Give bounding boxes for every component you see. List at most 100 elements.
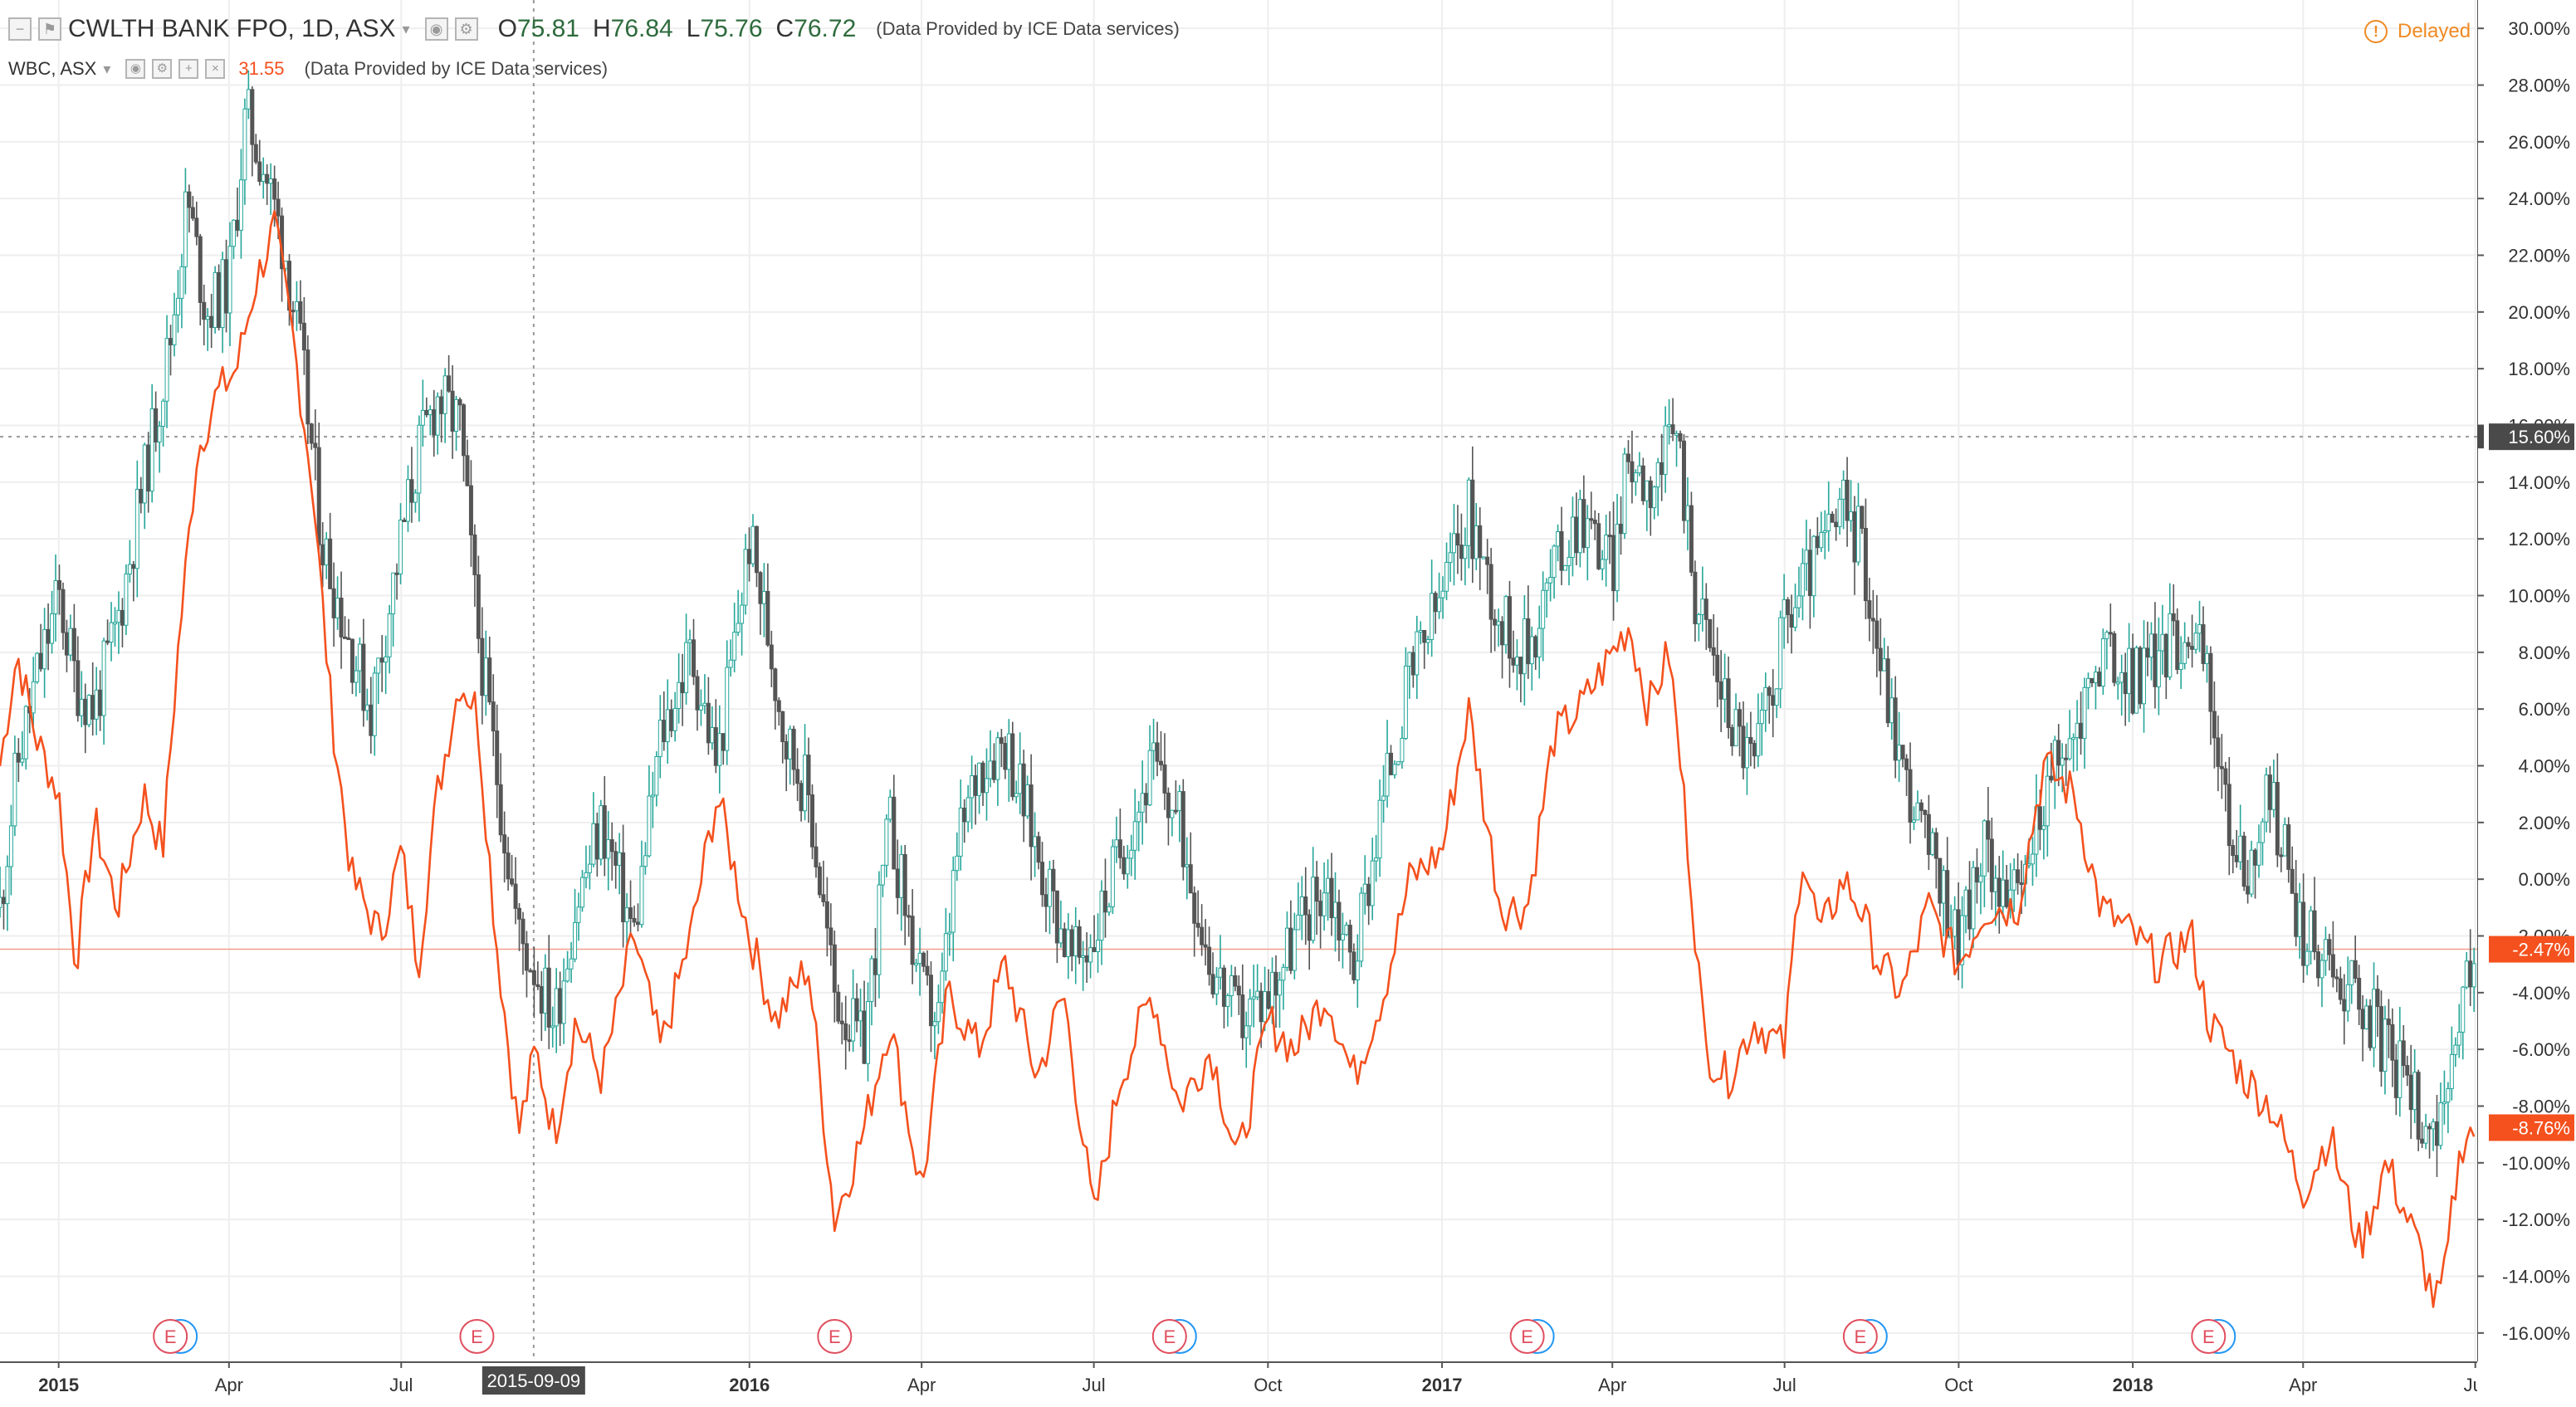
- collapse-icon[interactable]: −: [8, 17, 32, 41]
- eye-icon[interactable]: ◉: [425, 17, 448, 41]
- candle-body: [2235, 856, 2238, 862]
- candle-body: [981, 763, 985, 792]
- candle-body: [651, 795, 654, 797]
- candle-body: [147, 445, 150, 491]
- candle-body: [139, 489, 143, 502]
- candle-body: [1489, 564, 1493, 619]
- price-tick-label: 24.00%: [2508, 188, 2570, 209]
- chevron-down-icon[interactable]: ▾: [103, 61, 110, 78]
- candle-body: [759, 573, 762, 603]
- candle-body: [944, 934, 947, 971]
- flag-icon[interactable]: ⚑: [38, 17, 61, 41]
- candle-body: [1931, 833, 1934, 854]
- candle-body: [1308, 915, 1311, 940]
- candle-body: [1630, 462, 1634, 481]
- candle-body: [173, 315, 176, 344]
- candle-body: [1004, 744, 1007, 769]
- candle-body: [2149, 634, 2153, 657]
- candle-body: [436, 397, 439, 435]
- price-axis[interactable]: 30.00%28.00%26.00%24.00%22.00%20.00%18.0…: [2477, 0, 2576, 1361]
- candle-body: [1174, 810, 1177, 812]
- candle-body: [506, 853, 510, 879]
- low-label: L: [687, 15, 701, 43]
- candle-body: [251, 90, 254, 144]
- time-tick-label: Apr: [907, 1375, 936, 1395]
- compare-symbol[interactable]: WBC, ASX: [8, 58, 96, 80]
- candle-body: [2205, 653, 2208, 663]
- candle-body: [1430, 594, 1434, 640]
- candle-body: [1300, 896, 1303, 915]
- candle-body: [714, 728, 717, 766]
- candle-body: [295, 301, 298, 310]
- candle-body: [911, 916, 914, 965]
- delayed-indicator[interactable]: ! Delayed: [2364, 20, 2471, 43]
- candle-body: [1107, 906, 1111, 911]
- candle-body: [87, 696, 90, 725]
- candle-body: [1549, 578, 1552, 584]
- candle-body: [840, 1021, 843, 1023]
- candle-body: [1404, 666, 1407, 738]
- candle-body: [1196, 923, 1200, 927]
- candle-body: [2176, 621, 2179, 670]
- candle-body: [1697, 615, 1700, 624]
- candle-body: [418, 425, 421, 493]
- candle-body: [1987, 821, 1990, 839]
- candle-body: [1097, 940, 1100, 952]
- candle-body: [2324, 940, 2327, 960]
- candle-body: [1620, 524, 1623, 533]
- candle-body: [933, 1022, 936, 1026]
- candle-body: [562, 981, 565, 1023]
- candle-body: [99, 690, 102, 716]
- candle-body: [903, 854, 907, 916]
- candle-body: [2098, 672, 2101, 686]
- main-symbol[interactable]: CWLTH BANK FPO, 1D, ASX: [68, 15, 396, 43]
- candle-body: [852, 999, 855, 1041]
- data-provider-note: (Data Provided by ICE Data services): [876, 18, 1180, 40]
- candle-body: [1244, 1026, 1248, 1038]
- chevron-down-icon[interactable]: ▾: [403, 21, 410, 38]
- candle-body: [1333, 902, 1337, 918]
- earnings-marker-label: E: [1521, 1326, 1533, 1347]
- candle-body: [673, 708, 677, 730]
- candle-body: [1816, 536, 1819, 548]
- candle-body: [855, 999, 858, 1021]
- candle-body: [1590, 519, 1593, 520]
- add-icon[interactable]: +: [178, 59, 198, 79]
- candle-body: [2376, 989, 2379, 1007]
- close-icon[interactable]: ×: [205, 59, 225, 79]
- settings-icon[interactable]: ⚙: [455, 17, 478, 41]
- candle-body: [2194, 633, 2197, 650]
- candle-body: [1204, 945, 1207, 947]
- candle-body: [2060, 758, 2064, 765]
- candle-body: [95, 690, 98, 719]
- candle-body: [1200, 927, 1204, 945]
- settings-icon[interactable]: ⚙: [152, 59, 172, 79]
- candle-body: [443, 376, 447, 414]
- price-tick-label: 20.00%: [2508, 302, 2570, 323]
- price-tick-label: 8.00%: [2519, 642, 2570, 663]
- candle-body: [2191, 647, 2194, 650]
- candle-body: [2432, 1122, 2435, 1129]
- candle-body: [2105, 633, 2109, 639]
- eye-icon[interactable]: ◉: [125, 59, 145, 79]
- price-tick-label: 22.00%: [2508, 246, 2570, 266]
- candle-body: [1757, 724, 1760, 756]
- candle-body: [540, 987, 543, 1014]
- candle-body: [2254, 850, 2257, 865]
- candle-body: [1997, 878, 2001, 906]
- time-tick-label: Apr: [1598, 1375, 1626, 1395]
- candle-body: [203, 302, 206, 319]
- candle-body: [2094, 672, 2097, 683]
- candle-body: [837, 992, 840, 1021]
- candle-body: [1171, 810, 1174, 818]
- candle-body: [2398, 1041, 2402, 1097]
- candle-body: [2124, 672, 2127, 693]
- candle-body: [1712, 647, 1715, 655]
- candle-body: [1990, 839, 1993, 892]
- candle-body: [1007, 734, 1010, 769]
- close-label: C: [776, 15, 794, 43]
- candle-body: [2202, 625, 2205, 664]
